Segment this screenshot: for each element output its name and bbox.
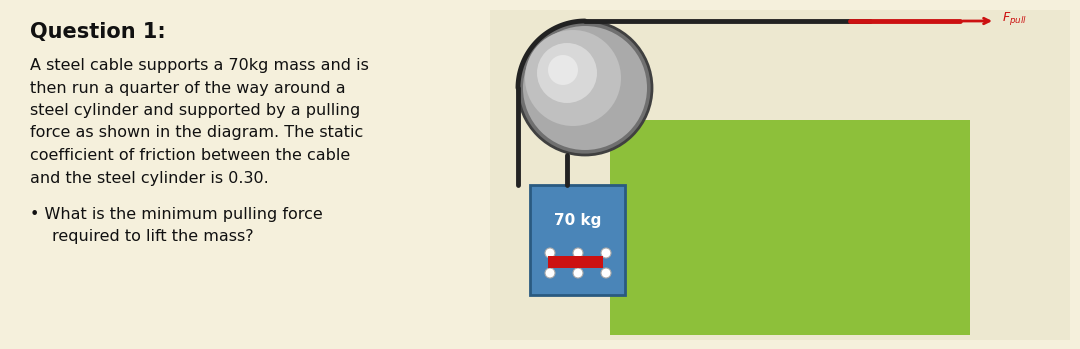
Circle shape [518,21,652,155]
Circle shape [573,268,583,278]
Text: required to lift the mass?: required to lift the mass? [52,230,254,245]
Text: steel cylinder and supported by a pulling: steel cylinder and supported by a pullin… [30,103,361,118]
Bar [490,10,1070,340]
Circle shape [573,248,583,258]
Text: and the steel cylinder is 0.30.: and the steel cylinder is 0.30. [30,171,269,186]
Text: Question 1:: Question 1: [30,22,165,42]
Circle shape [600,248,611,258]
Circle shape [523,26,647,150]
FancyBboxPatch shape [530,185,625,295]
Text: • What is the minimum pulling force: • What is the minimum pulling force [30,207,323,222]
Text: A steel cable supports a 70kg mass and is: A steel cable supports a 70kg mass and i… [30,58,369,73]
Circle shape [600,268,611,278]
Text: 70 kg: 70 kg [554,213,602,228]
Circle shape [545,248,555,258]
Text: then run a quarter of the way around a: then run a quarter of the way around a [30,81,346,96]
Text: force as shown in the diagram. The static: force as shown in the diagram. The stati… [30,126,363,141]
Text: coefficient of friction between the cable: coefficient of friction between the cabl… [30,148,350,163]
Bar [610,120,970,335]
Circle shape [545,268,555,278]
Circle shape [537,43,597,103]
Text: $F_{pull}$: $F_{pull}$ [1002,10,1027,28]
Bar [548,256,603,268]
Circle shape [548,55,578,85]
Circle shape [525,30,621,126]
